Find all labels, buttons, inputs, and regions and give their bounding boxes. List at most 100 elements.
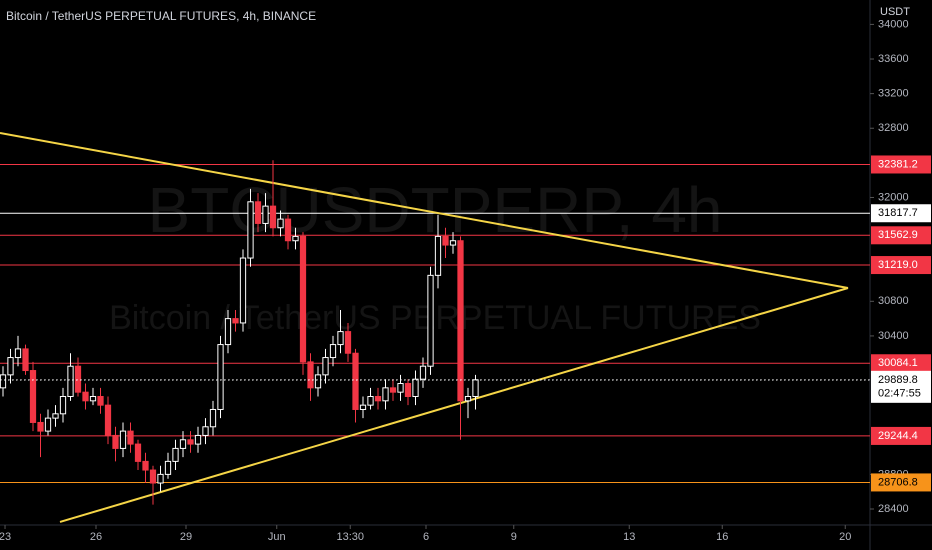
- price-level-tag: [871, 354, 931, 373]
- candle-body: [67, 365, 74, 397]
- candle-body: [374, 395, 382, 402]
- candle-body: [22, 348, 29, 372]
- x-tick-label: 6: [423, 531, 429, 543]
- candle-body: [329, 344, 337, 359]
- price-level-label: 31817.7: [878, 207, 918, 219]
- candle-body: [172, 447, 179, 462]
- candle-body: [157, 473, 164, 484]
- candle-body: [464, 395, 472, 402]
- candle-body: [457, 240, 464, 402]
- price-level-tag: [871, 473, 931, 492]
- price-level-tag: [871, 426, 931, 445]
- candle-body: [337, 331, 344, 346]
- x-tick-label: 16: [716, 531, 728, 543]
- candle-body: [97, 395, 104, 406]
- candle-body: [352, 352, 359, 410]
- candle-body: [314, 374, 322, 389]
- x-tick-label: 9: [511, 531, 517, 543]
- y-tick-label: 32800: [878, 122, 909, 134]
- candle-body: [142, 460, 149, 471]
- candle-body: [247, 201, 254, 259]
- price-level-label: 32381.2: [878, 158, 918, 170]
- candle-body: [44, 417, 52, 432]
- candle-body: [269, 205, 277, 229]
- candle-body: [434, 235, 442, 276]
- candle-body: [442, 235, 449, 246]
- y-tick-label: 28400: [878, 503, 909, 515]
- x-tick-label: 13:30: [336, 531, 364, 543]
- x-tick-label: 20: [839, 531, 851, 543]
- x-tick-label: 29: [180, 531, 192, 543]
- candle-body: [232, 318, 239, 324]
- candle-body: [52, 413, 59, 419]
- candle-body: [299, 235, 307, 363]
- trendline: [0, 132, 849, 289]
- y-tick-label: 33200: [878, 88, 909, 100]
- watermark: Bitcoin / TetherUS PERPETUAL FUTURES: [109, 299, 761, 337]
- candle-body: [404, 383, 412, 397]
- candle-body: [359, 404, 367, 410]
- candle-body: [224, 318, 232, 346]
- candle-body: [284, 218, 292, 242]
- watermark: BTCUSDTPERP, 4h: [148, 174, 723, 246]
- candle-body: [119, 430, 127, 449]
- candle-body: [277, 218, 284, 229]
- candle-body: [74, 365, 82, 393]
- candle-body: [194, 434, 202, 445]
- price-level-label: 30084.1: [878, 357, 918, 369]
- trendline: [59, 287, 849, 523]
- candle-body: [209, 408, 217, 428]
- price-level-tag: [871, 204, 931, 223]
- candle-body: [262, 205, 269, 224]
- candle-body: [239, 257, 247, 324]
- candle-body: [59, 395, 67, 415]
- price-level-tag: [871, 256, 931, 275]
- price-tag-label: 29889.8: [878, 374, 918, 386]
- candle-body: [112, 434, 119, 449]
- candle-body: [82, 391, 89, 402]
- price-level-tag: [871, 155, 931, 174]
- candle-body: [187, 439, 194, 445]
- candle-body: [307, 361, 314, 389]
- price-level-label: 31562.9: [878, 229, 918, 241]
- candle-body: [412, 378, 419, 397]
- candle-body: [134, 443, 142, 462]
- candle-body: [14, 348, 22, 359]
- candle-body: [217, 344, 224, 410]
- price-level-label: 29244.4: [878, 430, 918, 442]
- x-tick-label: 26: [90, 531, 102, 543]
- y-tick-label: 33600: [878, 53, 909, 65]
- y-tick-label: 32000: [878, 191, 909, 203]
- countdown: 02:47:55: [878, 388, 921, 400]
- candle-body: [127, 430, 134, 445]
- candle-body: [0, 374, 7, 389]
- candle-body: [344, 331, 352, 354]
- candle-body: [397, 383, 404, 393]
- candle-body: [472, 379, 479, 397]
- y-tick-label: 34000: [878, 18, 909, 30]
- candle-body: [104, 404, 112, 436]
- chart-title: Bitcoin / TetherUS PERPETUAL FUTURES, 4h…: [6, 9, 316, 23]
- candle-body: [149, 469, 157, 484]
- candle-body: [7, 357, 14, 376]
- candle-body: [254, 201, 262, 224]
- y-tick-label: 30800: [878, 295, 909, 307]
- price-level-tag: [871, 226, 931, 245]
- candle-body: [449, 240, 457, 246]
- y-axis-label: USDT: [880, 6, 910, 18]
- candle-body: [89, 395, 97, 402]
- x-tick-label: 13: [623, 531, 635, 543]
- candle-body: [202, 426, 209, 436]
- candle-body: [179, 439, 187, 449]
- candle-body: [389, 387, 397, 393]
- price-tag: [871, 371, 931, 390]
- candle-body: [164, 460, 172, 475]
- candle-body: [367, 395, 374, 406]
- candle-body: [292, 235, 299, 242]
- candle-body: [322, 357, 329, 376]
- candle-body: [382, 387, 389, 402]
- y-tick-label: 30400: [878, 330, 909, 342]
- candle-body: [427, 274, 434, 367]
